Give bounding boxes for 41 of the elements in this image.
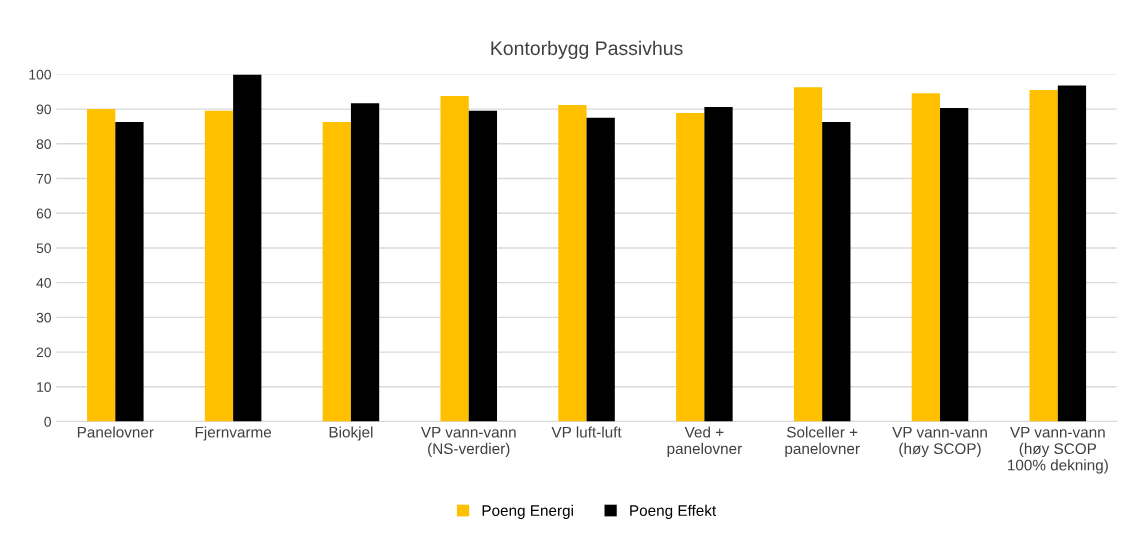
bar <box>558 104 587 422</box>
bar <box>87 109 116 422</box>
x-tick-label: Panelovner <box>77 426 154 438</box>
x-tick-label: Solceller + panelovner <box>785 426 860 458</box>
y-tick-label: 80 <box>36 139 51 149</box>
bar <box>822 121 851 422</box>
x-tick-label: Ved + panelovner <box>667 426 742 458</box>
x-tick-label: VP luft-luft <box>551 426 622 438</box>
bar <box>704 107 733 422</box>
y-tick-label: 10 <box>37 382 51 392</box>
x-tick-label: Biokjel <box>329 426 373 441</box>
x-tick-label: VP vann-vann (høy SCOP 100% dekning) <box>1008 426 1108 474</box>
bar <box>793 87 823 422</box>
bar <box>204 110 234 422</box>
x-tick-label: Fjernvarme <box>195 426 272 441</box>
bar <box>322 121 351 422</box>
bar <box>350 103 380 422</box>
bar <box>233 74 262 422</box>
y-tick-label: 90 <box>36 104 51 115</box>
y-tick-label: 60 <box>36 208 51 219</box>
bar <box>676 112 705 422</box>
y-tick-label: 70 <box>36 173 51 184</box>
bar <box>1029 90 1058 422</box>
y-tick-label: 30 <box>36 312 51 323</box>
bar <box>911 93 940 422</box>
bar <box>940 108 969 422</box>
bar <box>440 95 469 422</box>
bar <box>468 110 498 422</box>
bar <box>586 117 615 422</box>
y-tick-label: 100 <box>29 69 51 80</box>
legend-label: Poeng Effekt <box>630 504 717 520</box>
x-tick-label: VP vann-vann (høy SCOP) <box>892 426 987 458</box>
y-tick-label: 0 <box>44 416 51 427</box>
y-tick-label: 50 <box>36 243 51 254</box>
bar <box>115 121 144 422</box>
chart-title: Kontorbygg Passivhus <box>491 40 683 59</box>
bar <box>1057 85 1087 422</box>
x-tick-label: VP vann-vann (NS-verdier) <box>420 426 516 458</box>
y-tick-label: 40 <box>36 278 51 288</box>
legend-label: Poeng Energi <box>482 504 573 520</box>
y-tick-label: 20 <box>36 347 51 358</box>
